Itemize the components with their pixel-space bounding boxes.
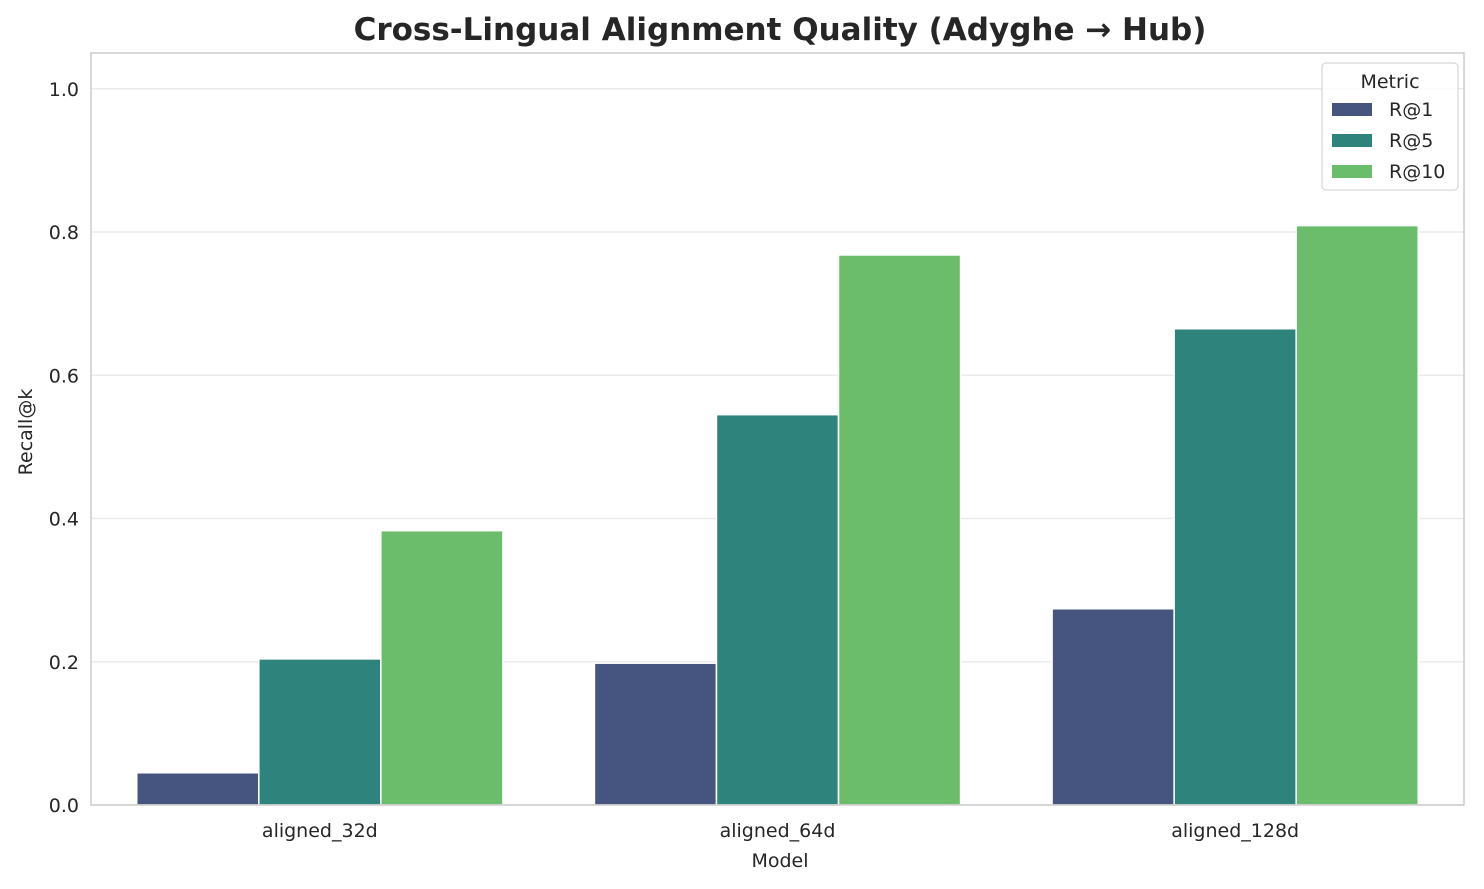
x-axis-label: Model [751,850,808,872]
legend-swatch-R@10 [1332,165,1372,178]
legend-label: R@5 [1389,130,1433,152]
y-tick-label: 0.2 [49,652,79,674]
legend-title: Metric [1360,71,1419,93]
bar-aligned_32d-R@5 [258,658,382,806]
chart-title: Cross-Lingual Alignment Quality (Adyghe … [354,12,1207,48]
bar-aligned_64d-R@1 [593,662,718,806]
bar-aligned_128d-R@10 [1295,224,1419,806]
legend-swatch-R@5 [1332,134,1372,147]
y-tick-labels: 0.0 0.2 0.4 0.6 0.8 1.0 [49,79,79,817]
y-axis-label: Recall@k [15,389,37,476]
x-tick-label: aligned_64d [720,820,836,842]
y-tick-label: 0.8 [49,222,79,244]
bar-aligned_128d-R@5 [1173,327,1297,806]
bar-aligned_128d-R@1 [1051,608,1175,806]
x-tick-label: aligned_32d [262,820,378,842]
legend: Metric R@1 R@5 R@10 [1321,62,1459,191]
x-tick-label: aligned_128d [1171,820,1299,842]
x-tick-labels: aligned_32d aligned_64d aligned_128d [262,820,1299,842]
y-tick-label: 0.6 [49,365,79,387]
y-tick-label: 0.4 [49,509,79,531]
bar-aligned_32d-R@10 [380,529,504,806]
bars [136,224,1419,806]
legend-label: R@10 [1389,161,1445,183]
y-tick-label: 1.0 [49,79,79,101]
legend-box [1321,62,1459,191]
bar-aligned_32d-R@1 [136,772,260,806]
bar-aligned_64d-R@10 [837,254,962,806]
legend-swatch-R@1 [1332,103,1372,116]
y-tick-label: 0.0 [49,795,79,817]
plot-frame [90,52,1465,806]
bar-aligned_64d-R@5 [715,413,840,806]
legend-label: R@1 [1389,99,1433,121]
